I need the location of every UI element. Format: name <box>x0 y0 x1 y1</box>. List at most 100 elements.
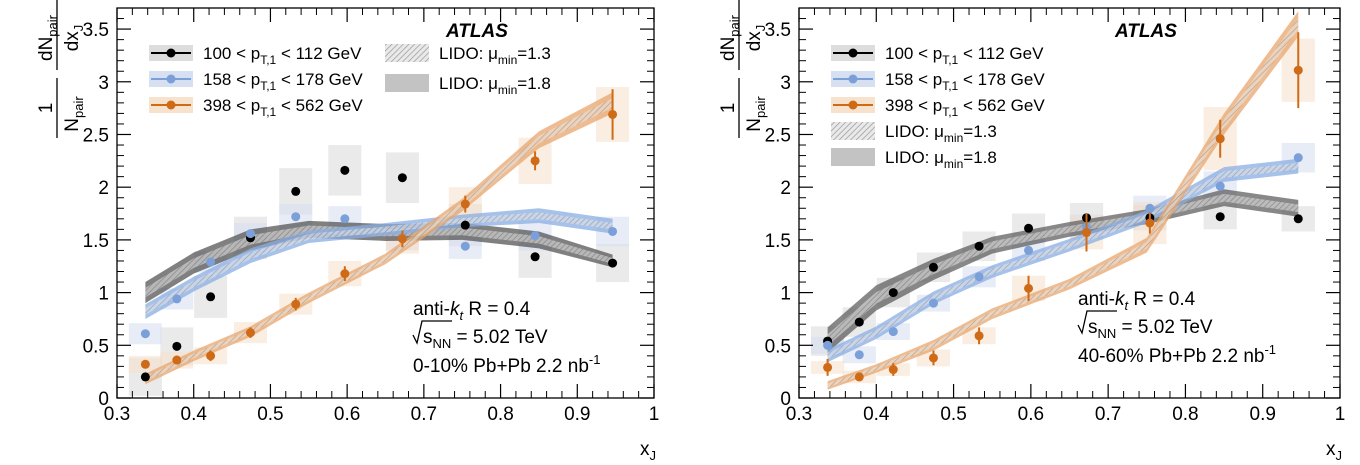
data-point <box>928 353 938 363</box>
data-point <box>140 329 150 339</box>
y-label-denominator: Npair <box>62 96 86 132</box>
data-point <box>1024 223 1034 233</box>
sqrt-symbol <box>1077 310 1117 335</box>
legend-model-label: LIDO: μmin=1.3 <box>885 122 997 145</box>
y-tick-label: 2 <box>98 178 109 199</box>
x-tick-label: 0.4 <box>181 404 208 425</box>
experiment-label: ATLAS <box>1114 21 1177 42</box>
y-tick-label: 0.5 <box>83 336 109 357</box>
data-point <box>608 109 618 119</box>
data-point <box>974 272 984 282</box>
legend-label: 398 < pT,1 < 562 GeV <box>885 96 1045 119</box>
legend-label: 398 < pT,1 < 562 GeV <box>203 96 363 119</box>
data-point <box>460 199 470 209</box>
data-point <box>340 214 350 224</box>
y-tick-label: 0.5 <box>765 336 791 357</box>
legend-model-label: LIDO: μmin=1.8 <box>439 74 551 97</box>
annotation-energy: sNN = 5.02 TeV <box>1088 317 1213 341</box>
data-point <box>888 365 898 375</box>
data-point <box>1145 203 1155 213</box>
x-tick-label: 0.7 <box>1095 404 1121 425</box>
annotation-algorithm: anti-kt R = 0.4 <box>1078 289 1196 313</box>
data-point <box>397 173 407 183</box>
sqrt-symbol <box>412 320 452 345</box>
y-label-dN: dNpair <box>36 14 60 61</box>
data-point <box>1293 214 1303 224</box>
y-tick-label: 2.5 <box>83 125 109 146</box>
legend-model-swatch <box>385 44 429 62</box>
y-label-dN: dNpair <box>718 14 742 61</box>
data-point <box>530 252 540 262</box>
lido-hatched-band-1 <box>145 212 613 315</box>
data-point <box>888 288 898 298</box>
plot-frame <box>116 7 655 399</box>
y-label-one: 1 <box>36 103 57 114</box>
y-tick-label: 2 <box>780 178 791 199</box>
y-tick-label: 2.5 <box>765 125 791 146</box>
data-point <box>397 234 407 244</box>
annotation-system: 40-60% Pb+Pb 2.2 nb-1 <box>1078 342 1276 367</box>
y-tick-label: 3.5 <box>83 20 109 41</box>
y-tick-label: 1 <box>98 284 109 305</box>
legend-model-swatch <box>831 122 875 140</box>
annotation-system: 0-10% Pb+Pb 2.2 nb-1 <box>413 352 600 377</box>
x-tick-label: 0.9 <box>564 404 590 425</box>
x-tick-label: 0.7 <box>411 404 437 425</box>
legend-swatch-marker <box>848 100 858 110</box>
data-point <box>291 212 301 222</box>
y-label-denominator: Npair <box>744 96 768 132</box>
data-point <box>1215 212 1225 222</box>
data-point <box>206 351 216 361</box>
y-tick-label: 1.5 <box>83 231 109 252</box>
data-point <box>608 258 618 268</box>
legend-swatch-marker <box>166 100 176 110</box>
chart-panel-left: 0.3 0.4 0.5 0.6 0.7 0.8 0.9 1 0 0.5 1 1.5 2 2.5 3 3.5 xJ… <box>36 0 659 463</box>
data-point <box>140 359 150 369</box>
data-point <box>1215 181 1225 191</box>
legend-model-label: LIDO: μmin=1.3 <box>439 44 551 67</box>
data-point <box>140 372 150 382</box>
data-point <box>460 241 470 251</box>
plot-frame <box>798 7 1341 399</box>
legend-model-swatch <box>831 148 875 166</box>
x-tick-label: 0.5 <box>257 404 283 425</box>
data-point <box>530 231 540 241</box>
annotation-energy: sNN = 5.02 TeV <box>423 327 548 351</box>
experiment-label: ATLAS <box>445 21 508 42</box>
y-label-dx: dxJ <box>62 25 86 52</box>
legend-swatch-marker <box>166 48 176 58</box>
data-point <box>1024 283 1034 293</box>
data-point <box>291 299 301 309</box>
legend-label: 158 < pT,1 < 178 GeV <box>885 70 1045 93</box>
y-tick-label: 3 <box>780 73 791 94</box>
data-point <box>291 186 301 196</box>
y-tick-label: 1 <box>780 284 791 305</box>
data-point <box>823 340 833 350</box>
data-point <box>340 269 350 279</box>
legend-model-label: LIDO: μmin=1.8 <box>885 148 997 171</box>
x-tick-label: 0.6 <box>334 404 360 425</box>
data-point <box>1293 65 1303 75</box>
data-point <box>206 292 216 302</box>
data-point <box>460 220 470 230</box>
x-tick-label: 0.8 <box>487 404 513 425</box>
legend-swatch-marker <box>166 74 176 84</box>
y-tick-label: 3.5 <box>765 20 791 41</box>
data-point <box>928 262 938 272</box>
chart-panel-right: 0.3 0.4 0.5 0.6 0.7 0.8 0.9 1 0 0.5 1 1.5 2 2.5 3 3.5 xJ… <box>718 0 1345 463</box>
x-tick-label: 0.5 <box>940 404 966 425</box>
data-point <box>172 341 182 351</box>
data-point <box>340 165 350 175</box>
data-point <box>608 226 618 236</box>
legend-swatch-marker <box>848 48 858 58</box>
data-point <box>974 331 984 341</box>
x-tick-label: 0.6 <box>1018 404 1044 425</box>
y-label-dx: dxJ <box>744 25 768 52</box>
legend-swatch-marker <box>848 74 858 84</box>
x-tick-label: 0.9 <box>1250 404 1276 425</box>
x-tick-label: 1 <box>649 404 660 425</box>
y-tick-label: 0 <box>98 389 109 410</box>
